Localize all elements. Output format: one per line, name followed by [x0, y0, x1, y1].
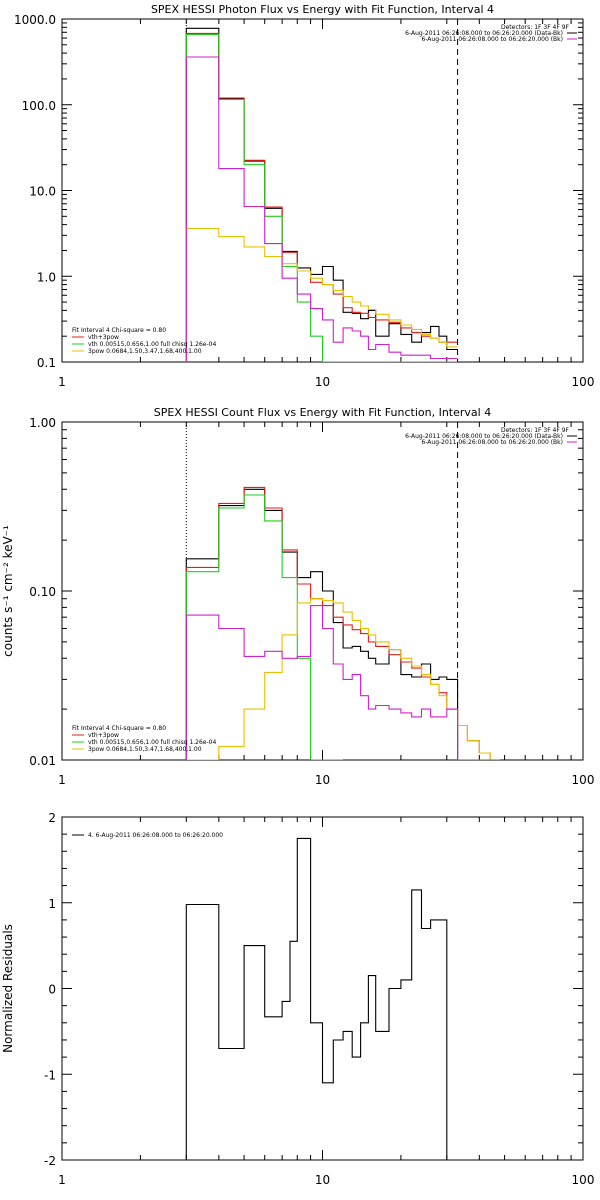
legend: 4. 6-Aug-2011 06:26:08.000 to 06:26:20.0… — [72, 832, 223, 839]
plot-frame — [61, 816, 584, 1161]
x-tick-label: 1 — [58, 773, 66, 787]
series-line-5 — [185, 605, 500, 760]
legend-entry: vth 0.00515,0.656,1.00 full chisq 1.26e-… — [88, 341, 216, 348]
y-tick-label: 0.1 — [37, 356, 56, 370]
legend-entry: vth+3pow — [88, 732, 119, 739]
chart-panel-1: SPEX HESSI Photon Flux vs Energy with Fi… — [14, 3, 594, 389]
annotation-line: 6-Aug-2011 06:26:08.000 to 06:26:20.000 … — [421, 439, 563, 446]
y-tick-label: 0.01 — [29, 754, 56, 768]
detector-annotation: Detectors: 1F 3F 4F 9F6-Aug-2011 06:26:0… — [405, 24, 577, 43]
x-tick-label: 1 — [58, 375, 66, 389]
annotation-line: 6-Aug-2011 06:26:08.000 to 06:26:20.000 … — [421, 36, 563, 43]
legend-entry: 3pow 0.0684,1.50,3.47,1.68,400,1.00 — [88, 746, 202, 753]
legend-header: Fit Interval 4 Chi-square = 0.80 — [72, 327, 166, 334]
x-tick-label: 10 — [315, 773, 330, 787]
series-group — [185, 27, 458, 362]
x-tick-label: 100 — [572, 375, 595, 389]
y-tick-label: 10.0 — [29, 185, 56, 199]
y-tick-label: -1 — [44, 1068, 56, 1082]
chart-panel-3: Normalized Residuals 1 10 100 -2 -1 0 1 2 4. 6-Au… — [1, 811, 594, 1187]
series-line-vth-3pow — [185, 486, 500, 760]
detector-annotation: Detectors: 1F 3F 4F 9F6-Aug-2011 06:26:0… — [405, 427, 577, 446]
series-line-1 — [185, 837, 458, 1160]
series-line-5 — [185, 56, 458, 362]
series-group — [185, 486, 500, 760]
y-tick-label: 0 — [48, 983, 56, 997]
y-axis-label: counts s⁻¹ cm⁻² keV⁻¹ — [1, 525, 15, 657]
annotation-line: 6-Aug-2011 06:26:08.000 to 06:26:20.000 … — [405, 433, 563, 440]
series-line-vth — [185, 494, 344, 760]
series-line-3pow — [185, 227, 458, 362]
annotation-line: 6-Aug-2011 06:26:08.000 to 06:26:20.000 … — [405, 30, 563, 37]
series-line-1 — [185, 488, 459, 760]
y-tick-label: -2 — [44, 1154, 56, 1168]
y-tick-label: 0.10 — [29, 585, 56, 599]
y-tick-label: 1 — [48, 897, 56, 911]
series-group — [185, 837, 458, 1160]
x-tick-label: 1 — [58, 1173, 66, 1187]
annotation-line: Detectors: 1F 3F 4F 9F — [501, 427, 570, 434]
annotation-line: Detectors: 1F 3F 4F 9F — [501, 24, 570, 31]
legend-entry: vth 0.00515,0.656,1.00 full chisq 1.26e-… — [88, 739, 216, 746]
y-tick-label: 1.00 — [29, 416, 56, 430]
legend-header: Fit Interval 4 Chi-square = 0.80 — [72, 725, 166, 732]
y-tick-label: 2 — [48, 811, 56, 825]
x-tick-label: 10 — [315, 1173, 330, 1187]
legend-entry: vth+3pow — [88, 334, 119, 341]
y-tick-label: 1000.0 — [14, 13, 56, 27]
chart-panel-2: SPEX HESSI Count Flux vs Energy with Fit… — [1, 406, 594, 787]
legend: Fit Interval 4 Chi-square = 0.80vth+3pow… — [72, 725, 216, 753]
legend: Fit Interval 4 Chi-square = 0.80vth+3pow… — [72, 327, 216, 355]
y-tick-label: 1.0 — [37, 270, 56, 284]
x-tick-label: 100 — [572, 1173, 595, 1187]
chart-title: SPEX HESSI Photon Flux vs Energy with Fi… — [151, 3, 494, 16]
legend-entry: 3pow 0.0684,1.50,3.47,1.68,400,1.00 — [88, 348, 202, 355]
series-line-vth — [185, 33, 458, 362]
y-tick-label: 100.0 — [22, 99, 56, 113]
chart-title: SPEX HESSI Count Flux vs Energy with Fit… — [154, 406, 491, 419]
x-tick-label: 10 — [315, 375, 330, 389]
legend-entry: 4. 6-Aug-2011 06:26:08.000 to 06:26:20.0… — [88, 832, 223, 839]
x-tick-label: 100 — [572, 773, 595, 787]
y-axis-label: Normalized Residuals — [1, 924, 15, 1053]
